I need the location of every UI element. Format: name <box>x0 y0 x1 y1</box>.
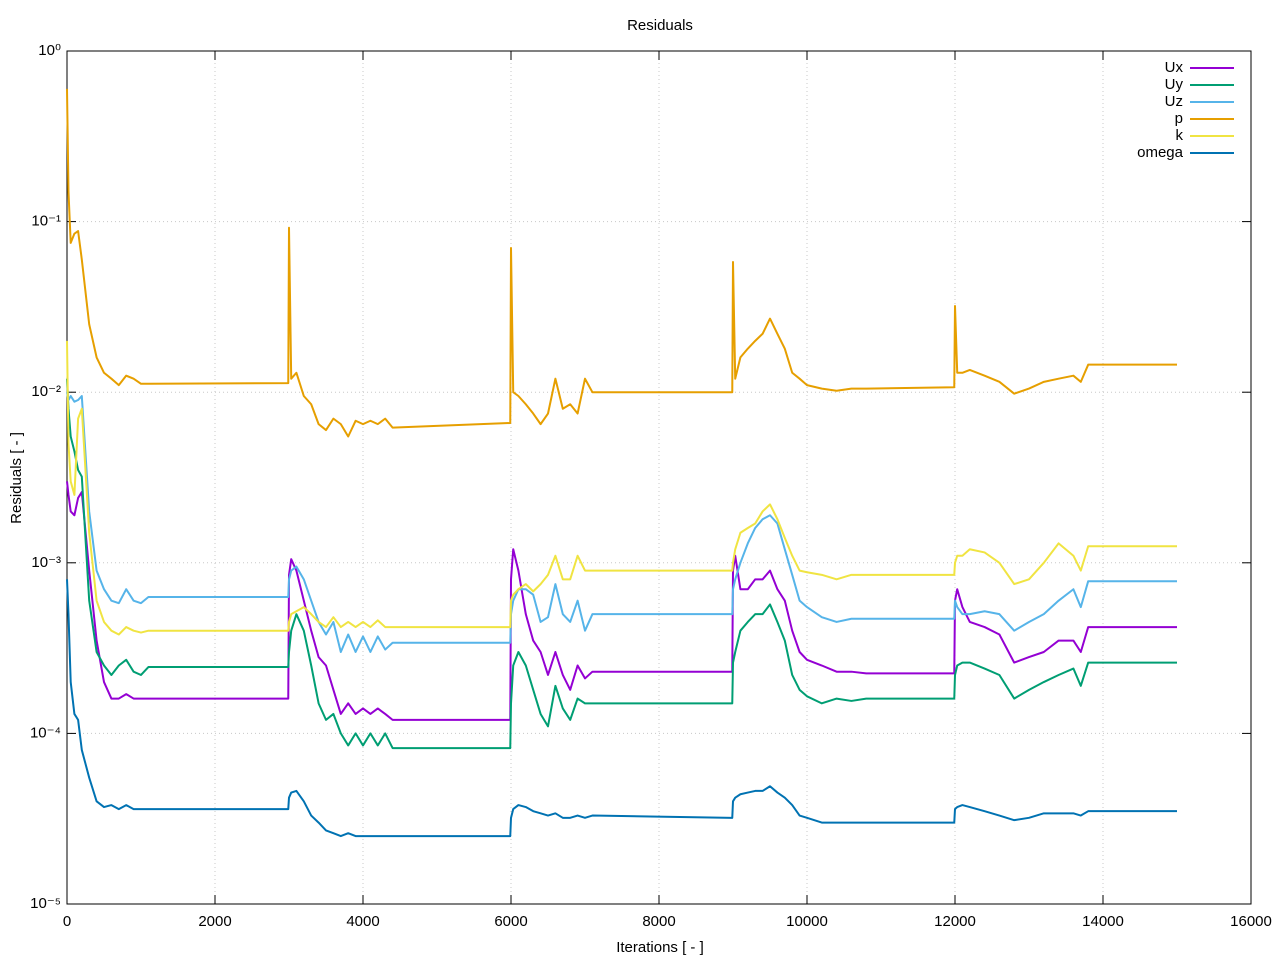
x-tick-label: 16000 <box>1230 913 1272 930</box>
y-tick-label: 10⁻⁵ <box>30 895 61 912</box>
x-axis-label: Iterations [ - ] <box>616 939 704 956</box>
y-tick-label: 10⁰ <box>38 42 61 59</box>
plot-frame <box>66 50 1252 905</box>
series-line <box>66 481 1177 721</box>
series-line <box>66 392 1177 653</box>
legend-label: k <box>1176 127 1184 144</box>
y-tick-label: 10⁻⁴ <box>30 724 61 741</box>
chart-title: Residuals <box>627 17 693 34</box>
x-tick-label: 10000 <box>786 913 828 930</box>
x-tick-label: 6000 <box>494 913 527 930</box>
series-line <box>66 88 1177 438</box>
x-tick-label: 0 <box>63 913 71 930</box>
y-axis-label: Residuals [ - ] <box>8 432 25 524</box>
x-tick-label: 8000 <box>642 913 675 930</box>
series-line <box>66 378 1177 750</box>
x-tick-label: 14000 <box>1082 913 1124 930</box>
legend-label: Ux <box>1165 59 1184 76</box>
legend-label: omega <box>1137 144 1184 161</box>
y-tick-label: 10⁻³ <box>31 554 61 571</box>
legend-label: p <box>1175 110 1183 127</box>
series-line <box>66 579 1177 838</box>
x-tick-label: 2000 <box>198 913 231 930</box>
legend-label: Uz <box>1165 93 1183 110</box>
y-tick-label: 10⁻² <box>31 383 61 400</box>
series-line <box>66 340 1177 636</box>
legend-label: Uy <box>1165 76 1184 93</box>
x-tick-label: 12000 <box>934 913 976 930</box>
x-tick-label: 4000 <box>346 913 379 930</box>
y-tick-label: 10⁻¹ <box>31 213 61 230</box>
